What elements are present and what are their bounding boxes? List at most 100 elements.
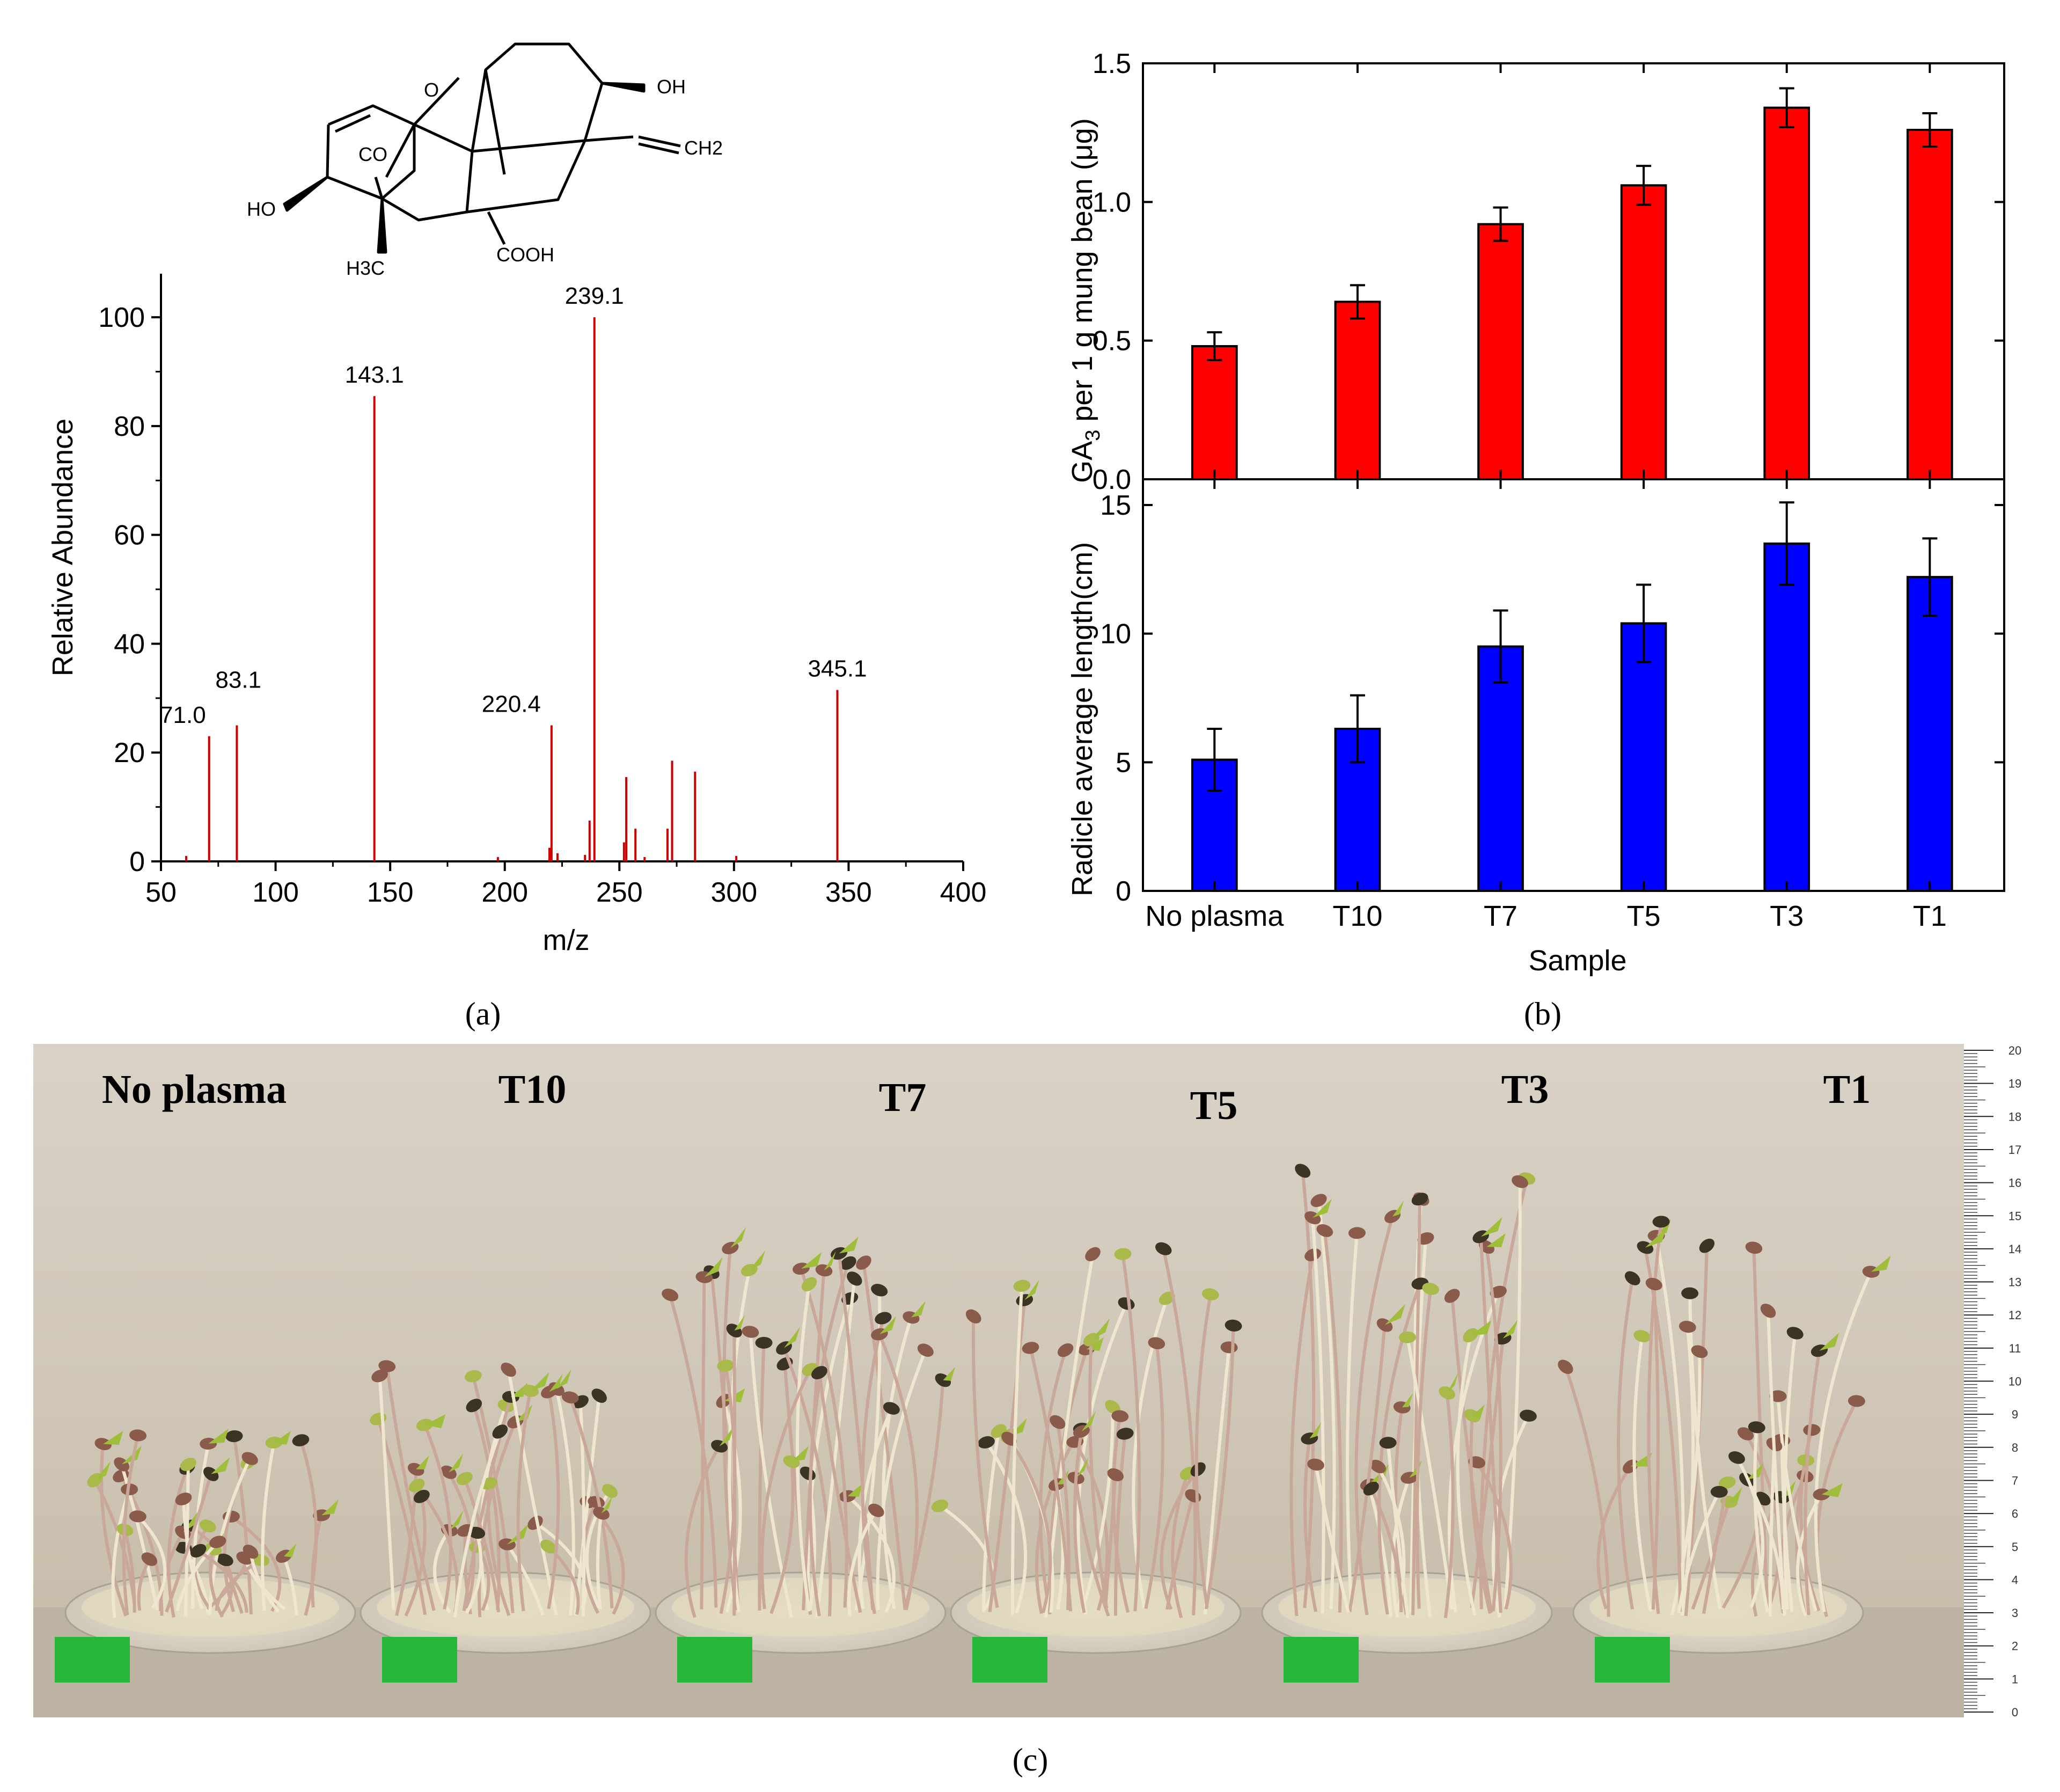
sprout-head — [1295, 1164, 1311, 1178]
sprout-head — [1370, 1459, 1386, 1474]
ms-x-tick-label: 250 — [596, 877, 643, 908]
ms-axes: 50 100 150 200 250 300 350 400 0 20 40 60 80 100 — [98, 274, 986, 908]
sprout-stem — [1778, 1475, 1807, 1614]
green-tag — [382, 1637, 457, 1683]
sprout-stem — [471, 1376, 515, 1613]
sprout-stem — [1456, 1335, 1477, 1616]
sprout-stem — [1354, 1216, 1394, 1615]
x-tick-label: T7 — [1484, 900, 1517, 932]
sprout-head — [209, 1535, 226, 1548]
sprout-stem — [1386, 1442, 1410, 1618]
sprout-leaf — [1309, 1422, 1322, 1439]
sprout-head — [847, 1271, 862, 1286]
sprout-head — [871, 1284, 888, 1297]
sprout-stem — [120, 1464, 159, 1611]
sprout-stem — [376, 1418, 427, 1615]
sprout-head — [540, 1539, 556, 1554]
sprout-head — [1738, 1427, 1754, 1440]
sprout-head — [1107, 1468, 1124, 1481]
sprout-leaf — [943, 1366, 956, 1381]
sprout-photo: No plasma T10 T7 T5 T3 T1 — [33, 1044, 1976, 1717]
sprout-head — [856, 1255, 871, 1270]
sprout-leaf — [1008, 1418, 1027, 1436]
panel-label-b: (b) — [1524, 996, 1562, 1032]
structure-label-co: CO — [358, 143, 387, 165]
sprout-head — [1760, 1304, 1776, 1318]
sprout-stem — [1702, 1482, 1729, 1614]
sprout-leaf — [1747, 1462, 1764, 1480]
sprout-head — [1148, 1337, 1165, 1350]
ruler-label: 8 — [2012, 1441, 2018, 1454]
sprout-head — [1652, 1216, 1670, 1228]
sprout-stem — [232, 1436, 253, 1615]
ruler-label: 17 — [2008, 1143, 2021, 1157]
bar — [1477, 223, 1524, 480]
sprout-head — [1348, 1227, 1366, 1239]
sprout-head — [1444, 1289, 1460, 1303]
ms-x-tick-label: 100 — [252, 877, 299, 908]
ms-x-tick-label: 50 — [145, 877, 177, 908]
sprout-stem — [1073, 1431, 1086, 1613]
sprout-leaf — [1024, 1279, 1039, 1300]
sprout-stem — [1766, 1311, 1786, 1617]
sprout-head — [190, 1544, 207, 1558]
plot-frame — [1142, 62, 2005, 480]
sprout-head — [200, 1519, 216, 1533]
sprout-stem — [1796, 1493, 1823, 1617]
sprout-head — [1748, 1421, 1765, 1433]
sprout-leaf — [208, 1428, 229, 1444]
sprout-head — [1201, 1288, 1219, 1300]
sprout-stem — [136, 1515, 167, 1609]
sprout-stem — [1768, 1444, 1776, 1617]
sprout-leaf — [274, 1431, 291, 1445]
sprout-head — [378, 1360, 396, 1372]
sprout-stem — [1475, 1461, 1513, 1610]
sprout-stem — [769, 1461, 795, 1614]
sprout-leaf — [424, 1414, 446, 1428]
sprout-stem — [596, 1513, 603, 1610]
gibberellic-acid-structure — [283, 42, 681, 254]
ms-x-tick-label: 200 — [481, 877, 528, 908]
bar — [1620, 184, 1667, 481]
sprout-head — [1463, 1328, 1478, 1343]
photo-sample-label: T5 — [1190, 1083, 1238, 1128]
sprout-leaf — [1486, 1233, 1506, 1247]
sprout-head — [216, 1553, 233, 1567]
x-tick-label: T10 — [1332, 900, 1382, 932]
sprout-head — [742, 1326, 759, 1338]
bar — [1620, 622, 1667, 892]
sprout-stem — [447, 1471, 475, 1609]
sprout-stem — [1783, 1333, 1797, 1610]
sprout-leaf — [1819, 1332, 1839, 1351]
ga3-ylabel: GA3 per 1 g mung bean (μg) — [1066, 118, 1104, 483]
sprout-head — [1699, 1238, 1715, 1253]
x-tick-label: T5 — [1627, 900, 1661, 932]
x-tick-label: T3 — [1770, 900, 1804, 932]
sprout-stem — [111, 1489, 131, 1618]
sprout-stem — [802, 1270, 826, 1611]
radicle-ylabel: Radicle average length(cm) — [1066, 542, 1098, 896]
sprout-head — [1411, 1193, 1428, 1206]
sprout-head — [1013, 1279, 1031, 1292]
sprout-stem — [181, 1498, 204, 1610]
sprout-head — [1728, 1451, 1745, 1464]
y-tick-label: 1.5 — [1093, 48, 1131, 79]
sprout-stem — [1113, 1433, 1127, 1616]
sprout-stem — [1204, 1325, 1235, 1610]
y-tick-label: 0.5 — [1093, 326, 1131, 357]
sprout-head — [1848, 1395, 1865, 1407]
sprout-head — [1719, 1476, 1736, 1489]
sprout-stem — [465, 1532, 483, 1614]
sprout-stem — [478, 1421, 517, 1618]
ms-y-tick-label: 20 — [114, 737, 145, 769]
sprout-stem — [1416, 1288, 1433, 1609]
ms-y-tick-label: 100 — [98, 302, 145, 333]
sprout-head — [1085, 1247, 1101, 1261]
sprout-stem — [971, 1316, 999, 1608]
sprout-head — [755, 1336, 773, 1349]
sprout-head — [1114, 1248, 1132, 1260]
sprout-stem — [453, 1431, 502, 1618]
sprout-head — [175, 1493, 192, 1505]
sprout-leaf — [1402, 1393, 1413, 1408]
sprout-stem — [197, 1549, 248, 1613]
